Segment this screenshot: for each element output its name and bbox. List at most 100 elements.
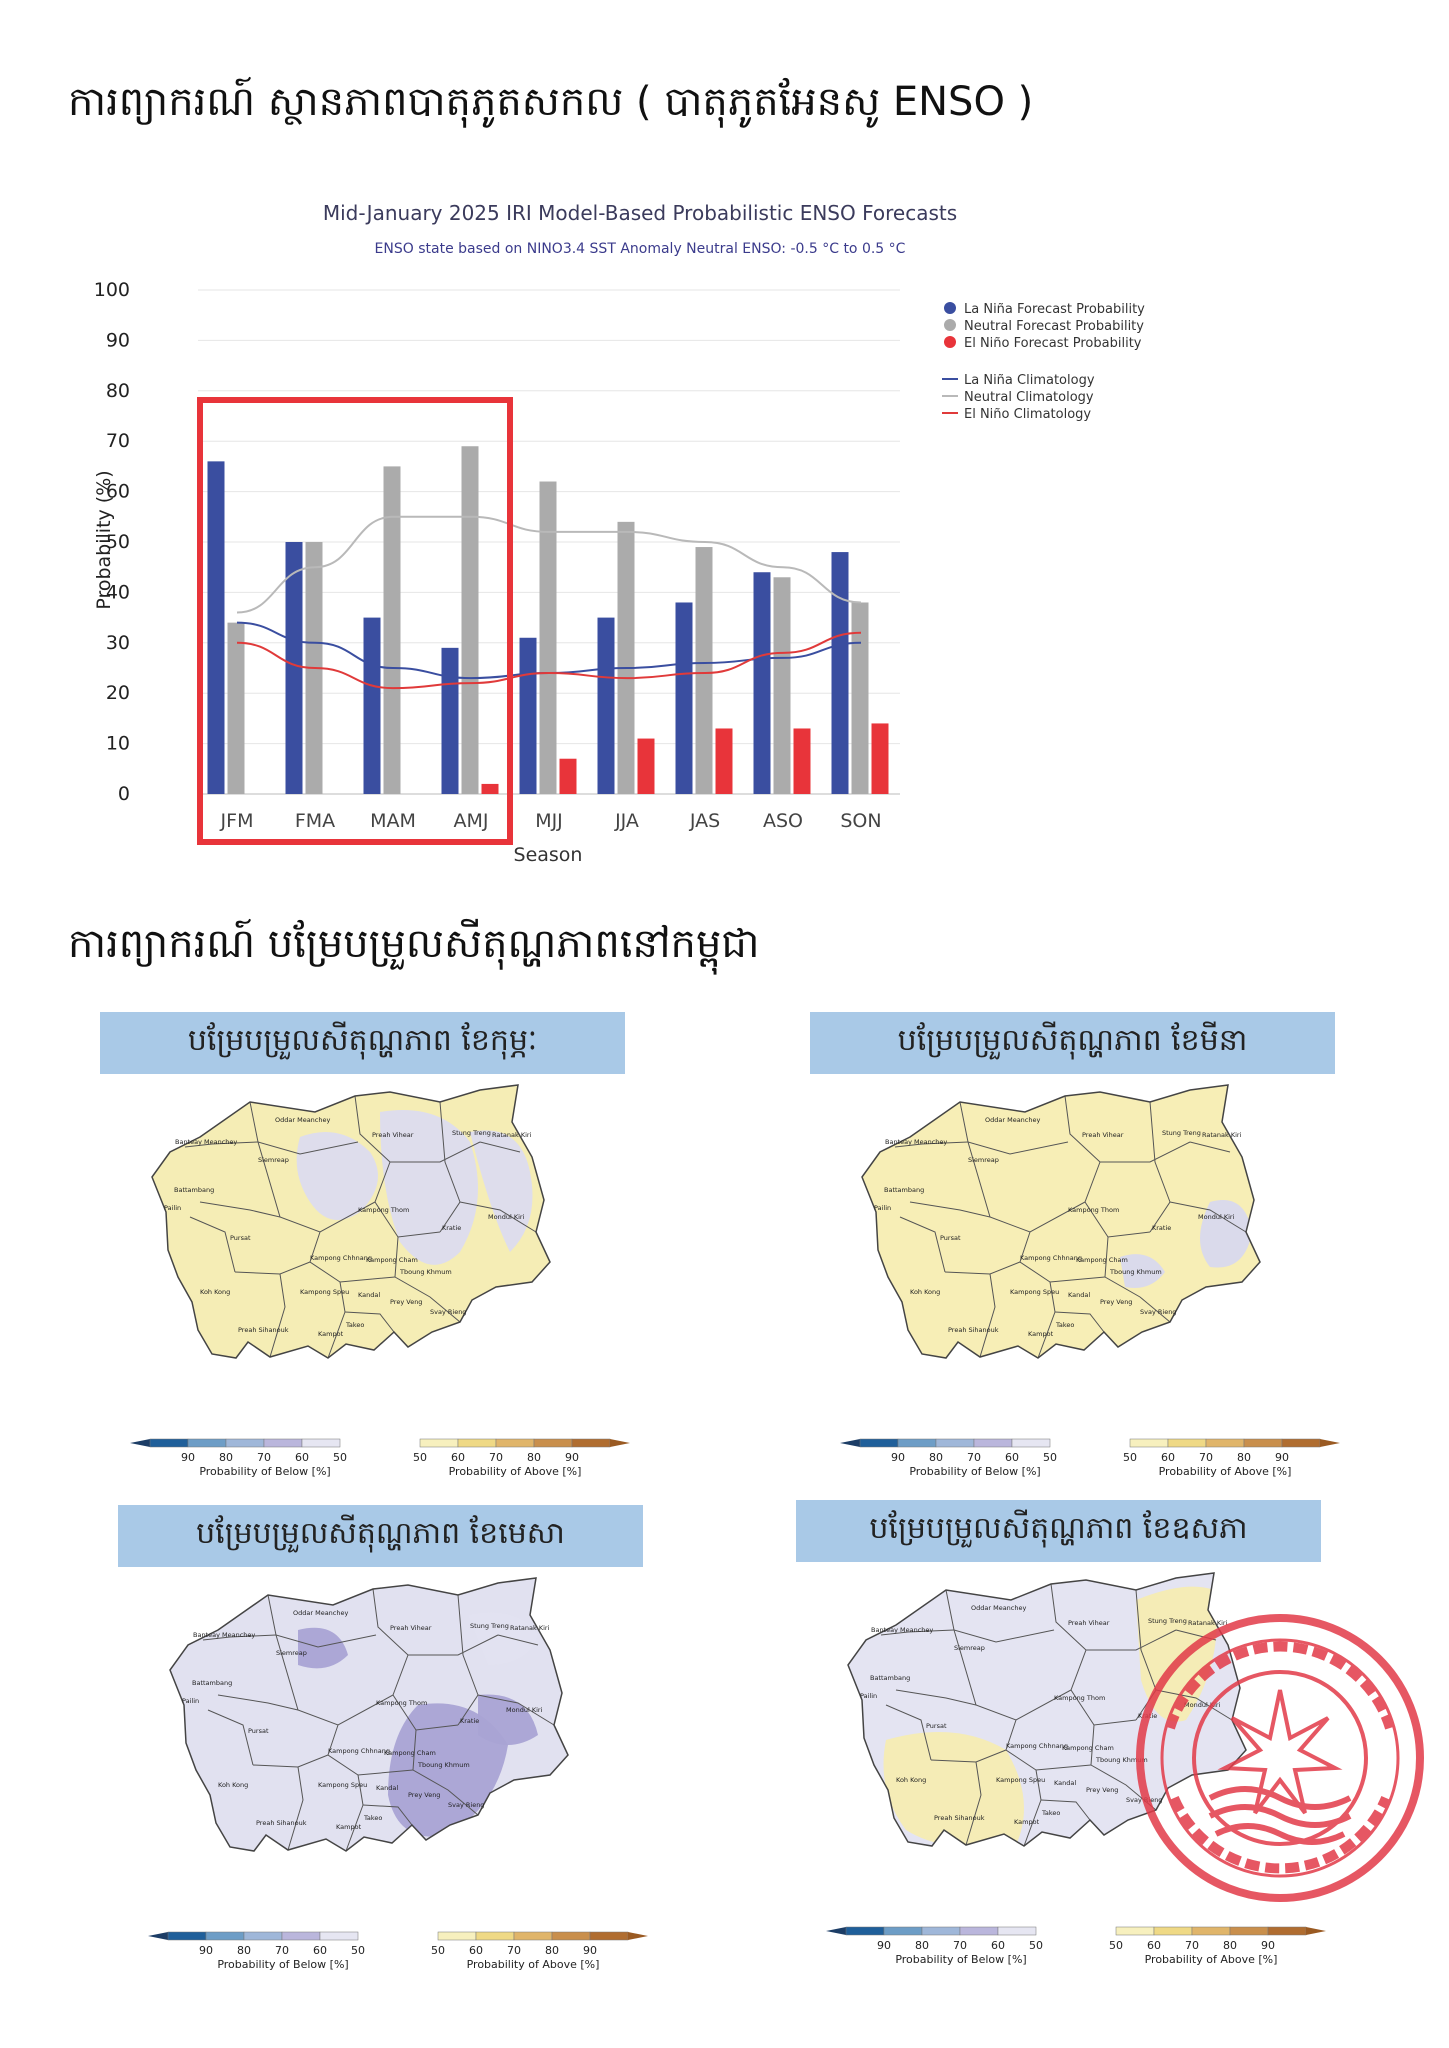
colorbar-tick: 90 [199, 1944, 213, 1957]
colorbar-tick: 60 [1161, 1451, 1175, 1464]
province-border [1019, 1231, 1106, 1283]
province-label: Tboung Khmum [417, 1761, 470, 1769]
colorbar-cell [301, 1438, 341, 1448]
anomaly-region [478, 1694, 538, 1745]
province-border [945, 1589, 1055, 1643]
province-border [459, 1201, 537, 1233]
colorbar-cell [495, 1438, 535, 1448]
colorbar-above-label: Probability of Above [%] [1159, 1465, 1292, 1478]
colorbar-below-label: Probability of Below [%] [909, 1465, 1040, 1478]
province-label: Kampong Thom [1054, 1694, 1105, 1702]
province-label: Kampot [1028, 1330, 1054, 1338]
colorbar-arrow [148, 1932, 168, 1940]
anomaly-region [298, 1627, 348, 1669]
province-label: Tboung Khmum [1109, 1268, 1162, 1276]
province-border [894, 1141, 969, 1148]
province-label: Kratie [1152, 1224, 1171, 1232]
province-border [979, 1273, 996, 1358]
province-label: Kampong Speu [996, 1776, 1045, 1784]
map-panel-march: បម្រែបម្រួលសីតុណ្ហភាព ខែមីនា Oddar Meanc… [790, 1012, 1350, 1532]
legend-label: La Niña Climatology [964, 373, 1095, 388]
bar-0-amj [441, 647, 459, 794]
cambodia-map: Oddar Meanchey Banteay Meanchey Siemreap Pr… [151, 1084, 551, 1359]
country-outline [861, 1084, 1261, 1359]
province-label: Takeo [1041, 1809, 1060, 1817]
colorbar-tick: 80 [1237, 1451, 1251, 1464]
province-label: Battambang [174, 1186, 214, 1194]
cambodia-heading: ការព្យាករណ៍ បម្រែបម្រួលសីតុណ្ហភាពនៅកម្ពុ… [68, 921, 760, 967]
province-label: Tboung Khmum [1095, 1756, 1148, 1764]
province-label: Preah Sihanouk [256, 1819, 307, 1827]
province-label: Pursat [940, 1234, 961, 1242]
x-tick-label: MJJ [535, 810, 563, 832]
province-label: Pursat [926, 1722, 947, 1730]
colorbar-tick: 70 [953, 1939, 967, 1952]
legend-label: Neutral Climatology [964, 390, 1094, 405]
colorbar-tick: 60 [295, 1451, 309, 1464]
bar-2-jja [637, 738, 655, 794]
province-label: Siemreap [258, 1156, 289, 1164]
bar-0-aso [753, 572, 771, 794]
colorbar-tick: 70 [967, 1451, 981, 1464]
cambodia-map: Oddar Meanchey Banteay Meanchey Siemreap Pr… [169, 1577, 569, 1852]
colorbar-cell [997, 1926, 1037, 1936]
y-tick-label: 40 [106, 581, 130, 603]
province-label: Prey Veng [390, 1298, 422, 1306]
province-label: Ratanak Kiri [1188, 1619, 1228, 1627]
colorbar-cell [513, 1931, 553, 1941]
province-label: Battambang [884, 1186, 924, 1194]
bar-2-aso [793, 728, 811, 794]
province-label: Kampong Cham [1062, 1744, 1114, 1752]
x-tick-labels: JFM FMA MAM AMJ MJJ JJA JAS ASO SON [220, 810, 882, 832]
colorbar-cell [1191, 1926, 1231, 1936]
colorbar-tick: 50 [351, 1944, 365, 1957]
province-label: Takeo [1055, 1321, 1074, 1329]
colorbar-tick: 50 [413, 1451, 427, 1464]
colorbar-tick: 70 [257, 1451, 271, 1464]
province-label: Pursat [230, 1234, 251, 1242]
province-label: Siemreap [954, 1644, 985, 1652]
province-label: Banteay Meanchey [175, 1138, 237, 1146]
colorbar-cell [243, 1931, 283, 1941]
province-label: Siemreap [968, 1156, 999, 1164]
province-border [899, 1216, 946, 1273]
colorbar-cell [1205, 1438, 1245, 1448]
colorbar-arrow [628, 1932, 648, 1940]
province-label: Preah Sihanouk [948, 1326, 999, 1334]
bar-1-amj [461, 446, 479, 794]
province-label: Kampong Speu [318, 1781, 367, 1789]
province-border [1090, 1724, 1157, 1811]
colorbar-cell [1229, 1926, 1269, 1936]
colorbar-tick: 50 [1029, 1939, 1043, 1952]
bar-1-jas [695, 547, 713, 794]
legend-marker [944, 319, 956, 331]
bar-0-mjj [519, 637, 537, 794]
province-border [1155, 1689, 1233, 1721]
province-label: Svay Rieng [430, 1308, 466, 1316]
colorbar-tick: 90 [1275, 1451, 1289, 1464]
colorbar-tick: 80 [527, 1451, 541, 1464]
province-label: Kampot [336, 1823, 362, 1831]
province-label: Kampong Thom [376, 1699, 427, 1707]
colorbar-cell [1167, 1438, 1207, 1448]
province-border [1005, 1719, 1092, 1771]
province-border [199, 1201, 281, 1218]
bar-1-jfm [227, 622, 245, 794]
bar-1-son [851, 602, 869, 794]
province-label: Oddar Meanchey [985, 1116, 1040, 1124]
province-label: Ratanak Kiri [492, 1131, 532, 1139]
x-axis-label: Season [514, 844, 583, 866]
colorbar-cell [263, 1438, 303, 1448]
cambodia-map: Oddar Meanchey Banteay Meanchey Siemreap Pr… [847, 1572, 1247, 1847]
bar-0-jja [597, 617, 615, 794]
province-label: Banteay Meanchey [193, 1631, 255, 1639]
province-label: Battambang [192, 1679, 232, 1687]
legend-label: El Niño Forecast Probability [964, 336, 1142, 351]
province-border [412, 1729, 479, 1816]
province-label: Koh Kong [896, 1776, 926, 1784]
province-label: Kampong Cham [366, 1256, 418, 1264]
province-label: Kratie [442, 1224, 461, 1232]
colorbar-cell [475, 1931, 515, 1941]
province-border [267, 1594, 377, 1648]
colorbar-cell [1267, 1926, 1307, 1936]
